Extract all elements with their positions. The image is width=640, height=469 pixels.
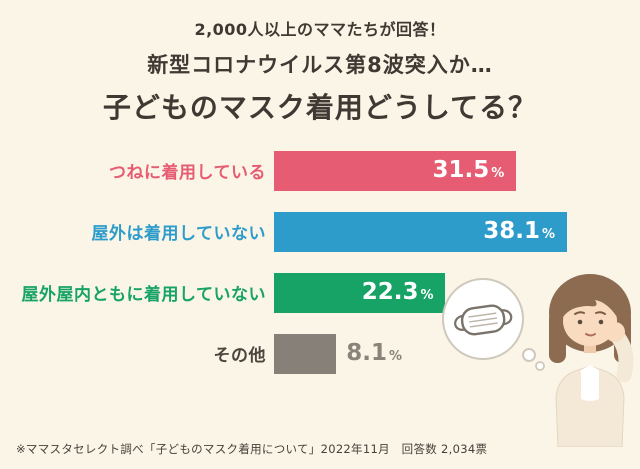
- chart-row: その他 8.1%: [0, 323, 640, 384]
- category-label: 屋外は着用していない: [91, 224, 266, 244]
- chart-row: 屋外は着用していない 38.1%: [0, 201, 640, 262]
- bar: 38.1%: [274, 211, 567, 252]
- header-subtitle: 新型コロナウイルス第8波突入か…: [147, 53, 493, 77]
- bar-area: 8.1%: [274, 333, 403, 374]
- speech-bubble: [442, 278, 545, 371]
- bar: 22.3%: [274, 272, 446, 313]
- page-title: 子どものマスク着用どうしてる？: [102, 91, 538, 124]
- mask-icon: [454, 304, 513, 336]
- bar-area: 31.5%: [274, 150, 517, 191]
- chart-row: つねに着用している 31.5%: [0, 140, 640, 201]
- category-label: つねに着用している: [109, 163, 266, 183]
- bar: [274, 333, 337, 374]
- chart-row: 屋外屋内ともに着用していない 22.3%: [0, 262, 640, 323]
- header: 2,000人以上のママたちが回答！ 新型コロナウイルス第8波突入か… 子どものマ…: [0, 0, 640, 126]
- category-label: その他: [213, 346, 266, 366]
- bar-area: 22.3%: [274, 272, 446, 313]
- header-subtitle-top: 2,000人以上のママたちが回答！: [194, 20, 446, 39]
- woman-figure: [549, 274, 634, 447]
- bar-chart: つねに着用している 31.5% 屋外は着用していない 38.1% 屋外屋内ともに着用して…: [0, 140, 640, 384]
- category-label: 屋外屋内ともに着用していない: [21, 285, 266, 305]
- value-label: 31.5%: [432, 157, 505, 183]
- value-label: 38.1%: [483, 218, 555, 244]
- value-label: 8.1%: [346, 340, 403, 366]
- illustration: [442, 274, 634, 447]
- bar-area: 38.1%: [274, 211, 567, 252]
- source-footnote: ※ママスタセレクト調べ「子どものマスク着用について」2022年11月 回答数 2…: [16, 442, 488, 456]
- bar: 31.5%: [274, 150, 517, 191]
- value-label: 22.3%: [361, 279, 434, 305]
